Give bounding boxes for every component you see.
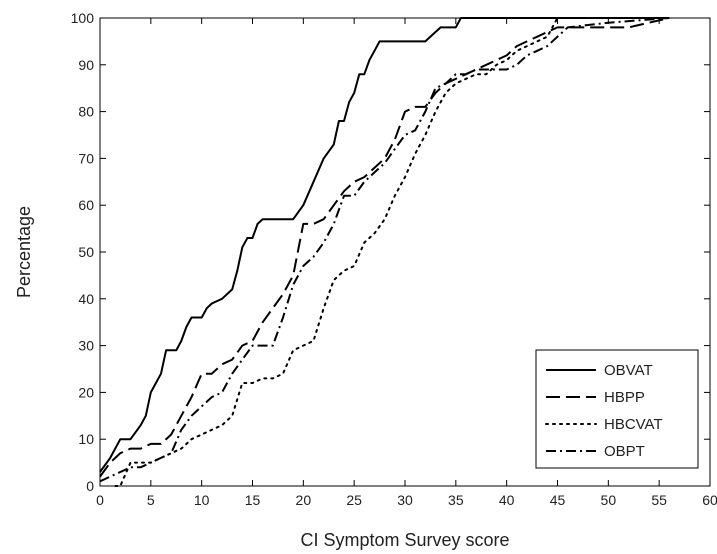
legend-label-hbpp: HBPP — [604, 389, 645, 406]
x-tick-label: 45 — [550, 492, 566, 508]
series-line-obvat — [99, 17, 670, 473]
x-tick-label: 30 — [397, 492, 413, 508]
y-tick-label: 60 — [78, 197, 94, 213]
y-axis-ticks: 0 10 20 30 40 50 60 70 80 90 100 — [71, 10, 710, 494]
legend-label-obvat: OBVAT — [604, 362, 653, 379]
y-tick-label: 50 — [78, 244, 94, 260]
x-tick-label: 0 — [96, 492, 104, 508]
y-tick-label: 0 — [86, 478, 94, 494]
legend-label-obpt: OBPT — [604, 443, 645, 460]
x-tick-label: 5 — [147, 492, 155, 508]
series-line-obpt — [99, 17, 670, 483]
y-tick-label: 90 — [78, 57, 94, 73]
legend: OBVAT HBPP HBCVAT OBPT — [535, 349, 699, 469]
x-axis-ticks: 0 5 10 15 20 25 30 35 40 45 50 55 60 — [96, 18, 717, 508]
x-tick-label: 20 — [296, 492, 312, 508]
x-tick-label: 40 — [499, 492, 515, 508]
x-tick-label: 25 — [346, 492, 362, 508]
y-tick-label: 70 — [78, 150, 94, 166]
x-tick-label: 10 — [194, 492, 210, 508]
series-line-hbcvat — [114, 17, 671, 487]
y-axis-title: Percentage — [14, 206, 34, 298]
x-tick-label: 60 — [702, 492, 717, 508]
y-tick-label: 80 — [78, 104, 94, 120]
x-tick-label: 50 — [601, 492, 617, 508]
x-axis-title: CI Symptom Survey score — [300, 530, 509, 550]
x-tick-label: 15 — [245, 492, 261, 508]
series-line-hbpp — [99, 17, 670, 478]
x-tick-label: 55 — [651, 492, 667, 508]
y-tick-label: 20 — [78, 384, 94, 400]
y-tick-label: 10 — [78, 431, 94, 447]
legend-label-hbcvat: HBCVAT — [604, 416, 663, 433]
y-tick-label: 30 — [78, 338, 94, 354]
x-tick-label: 35 — [448, 492, 464, 508]
y-tick-label: 100 — [71, 10, 95, 26]
y-tick-label: 40 — [78, 291, 94, 307]
series-lines — [99, 17, 671, 487]
